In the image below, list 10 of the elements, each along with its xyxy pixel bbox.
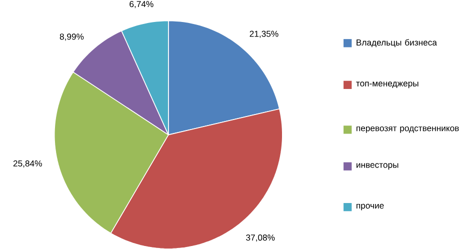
- legend-label: перевозят родственников: [356, 126, 459, 133]
- data-label: 25,84%: [13, 160, 42, 168]
- legend-label: прочие: [356, 204, 384, 210]
- legend-label: Владельцы бизнеса: [356, 39, 437, 48]
- data-label: 37,08%: [246, 234, 275, 242]
- legend-label: инвесторы: [356, 163, 398, 170]
- legend-label: топ-менеджеры: [356, 82, 418, 88]
- data-label: 6,74%: [130, 0, 154, 8]
- data-label: 8,99%: [60, 33, 84, 41]
- data-label: 21,35%: [250, 30, 278, 38]
